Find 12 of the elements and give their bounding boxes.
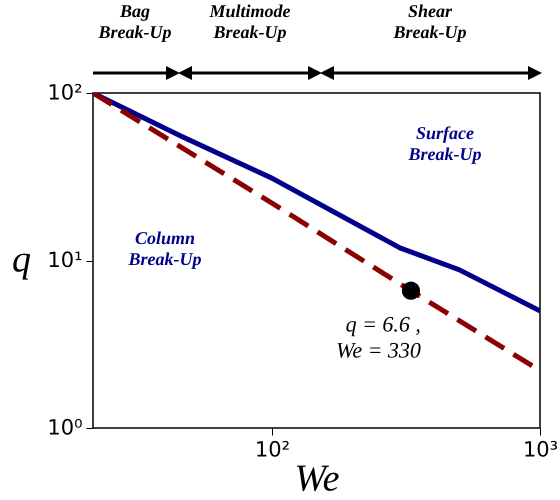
y-tick-label: 10² (47, 80, 82, 104)
y-tick-label: 10¹ (47, 248, 82, 272)
text: Shear Break-Up (392, 1, 466, 42)
x-axis-title: We (294, 458, 340, 500)
annotation: q = 6.6 , We = 330 (336, 312, 421, 363)
annotation: Column Break-Up (128, 228, 202, 269)
y-axis-title: q (12, 238, 31, 280)
x-tick-label: 10³ (522, 438, 558, 462)
y-tick-label: 10⁰ (47, 416, 82, 440)
annotation: Surface Break-Up (408, 123, 482, 164)
text: Bag Break-Up (98, 1, 172, 42)
text: Multimode Break-Up (208, 1, 291, 42)
